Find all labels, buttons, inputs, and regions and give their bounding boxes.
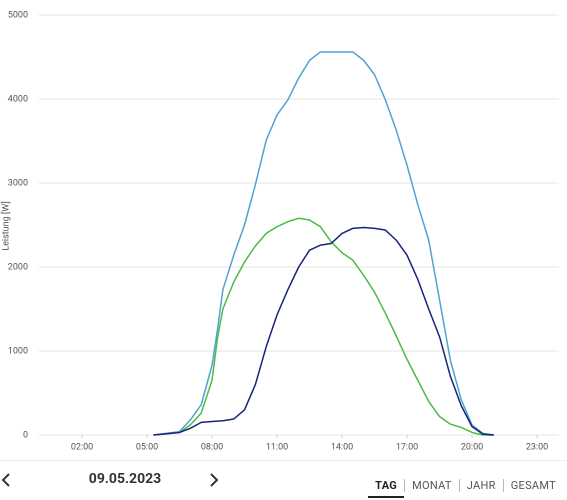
date: 09.05.2023 xyxy=(88,471,162,487)
tab[interactable]: GESAMT xyxy=(510,479,556,492)
x-tick-label: 08:00 xyxy=(201,442,223,452)
separator xyxy=(502,479,504,492)
separator xyxy=(458,479,460,492)
y-tick-label: 5000 xyxy=(8,10,28,20)
series-line xyxy=(153,226,494,436)
next-day[interactable] xyxy=(208,472,220,488)
y-tick-label: 4000 xyxy=(8,94,28,104)
tab[interactable]: MONAT xyxy=(412,479,452,492)
y-axis-label: Leistung [W] xyxy=(1,201,11,250)
y-tick-label: 3000 xyxy=(8,178,28,188)
date-navigation: 09.05.2023 TAG MONAT JAHR GESAMT xyxy=(0,460,567,500)
x-tick-label: 17:00 xyxy=(396,442,418,452)
x-tick-label: 14:00 xyxy=(331,442,353,452)
chart: Leistung [W] 0 1000 2000 3000 4000 5000 02:00 0… xyxy=(1,10,559,452)
previous-day[interactable] xyxy=(0,472,12,488)
series-line xyxy=(153,217,494,436)
x-tick-label: 11:00 xyxy=(266,442,288,452)
series-line xyxy=(153,51,494,436)
separator xyxy=(404,479,406,492)
period-tabs: TAG MONAT JAHR GESAMT xyxy=(368,473,563,498)
x-tick-label: 20:00 xyxy=(461,442,483,452)
y-tick-label: 1000 xyxy=(8,346,28,356)
tab[interactable]: JAHR xyxy=(466,479,496,492)
x-tick-label: 05:00 xyxy=(136,442,158,452)
x-tick-label: 23:00 xyxy=(526,442,548,452)
x-tick-label: 02:00 xyxy=(71,442,93,452)
y-tick-label: 0 xyxy=(23,430,28,440)
tab[interactable]: TAG xyxy=(368,479,405,498)
y-tick-label: 2000 xyxy=(8,262,28,272)
